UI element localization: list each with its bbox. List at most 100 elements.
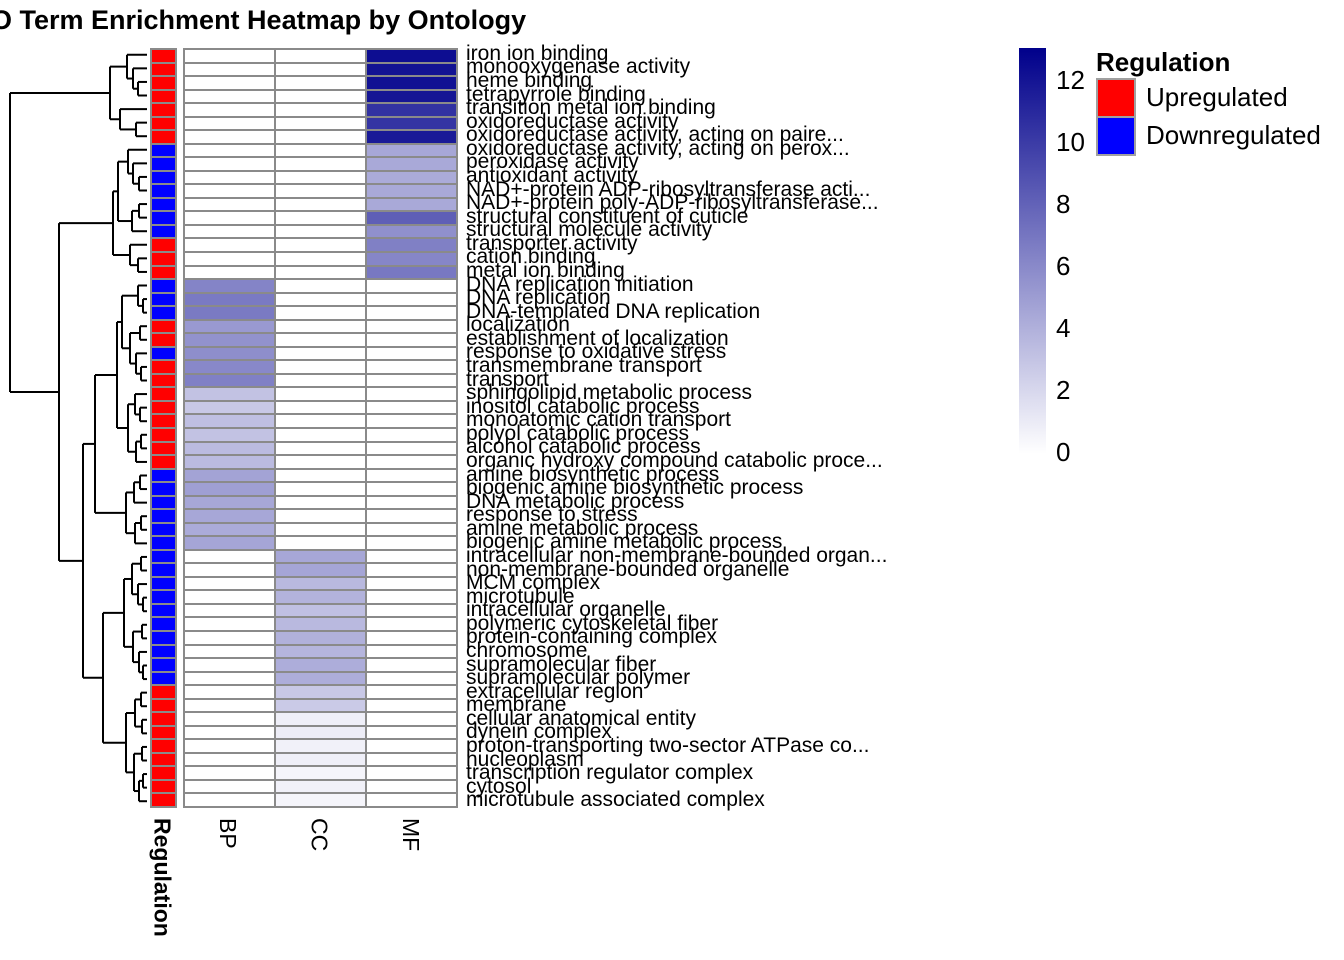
heatmap-cell (275, 157, 366, 171)
heatmap-cell (366, 739, 457, 753)
row-label: intracellular organelle (466, 598, 666, 622)
heatmap-cell (275, 306, 366, 320)
row-label: oxidoreductase activity (466, 109, 679, 133)
heatmap-cell (184, 468, 275, 483)
column-label-mf: MF (398, 818, 425, 852)
annotation-cell (151, 157, 176, 171)
heatmap-cell (184, 455, 275, 469)
heatmap-cell (366, 130, 457, 144)
heatmap-cell (184, 495, 275, 510)
row-label: oxidoreductase activity, acting on paire… (466, 123, 844, 147)
colorbar-tick-label: 10 (1056, 127, 1085, 157)
row-label: polymeric cytoskeletal fiber (466, 611, 719, 635)
row-label: metal ion binding (466, 258, 625, 282)
heatmap-cell (366, 468, 457, 483)
row-label: extracellular region (466, 679, 644, 703)
heatmap-cell (184, 752, 275, 767)
heatmap-cell (184, 116, 275, 131)
heatmap-cell (184, 373, 275, 388)
colorbar-tick-label: 6 (1056, 251, 1071, 281)
heatmap-cell (366, 414, 457, 428)
annotation-cell (151, 576, 176, 591)
heatmap-cell (366, 685, 457, 699)
row-label: polyol catabolic process (466, 421, 689, 445)
row-label: non-membrane-bounded organelle (466, 557, 790, 581)
row-label: MCM complex (466, 571, 601, 595)
annotation-cell (151, 252, 176, 266)
heatmap-cell (184, 62, 275, 77)
heatmap-cell (184, 698, 275, 713)
heatmap-cell (184, 292, 275, 307)
heatmap-cell (184, 549, 275, 564)
heatmap-cell (366, 590, 457, 604)
heatmap-cell (275, 563, 366, 577)
heatmap-cell (366, 76, 457, 90)
heatmap-cell (184, 725, 275, 740)
heatmap-cell (275, 644, 366, 659)
heatmap-cell (366, 549, 457, 564)
colorbar-tick-label: 8 (1056, 189, 1071, 219)
heatmap-cell (275, 549, 366, 564)
regulation-annotation-column (150, 48, 177, 808)
row-label: structural constituent of cuticle (466, 204, 749, 228)
heatmap-cell (275, 346, 366, 361)
heatmap-cell (366, 279, 457, 293)
row-label: membrane (466, 693, 567, 717)
heatmap-cell (366, 373, 457, 388)
annotation-cell (151, 766, 176, 780)
heatmap-cell (275, 224, 366, 239)
heatmap-cell (275, 116, 366, 131)
heatmap-cell (366, 441, 457, 456)
colorbar-gradient (1019, 48, 1046, 454)
heatmap-cell (366, 319, 457, 334)
heatmap-cell (275, 292, 366, 307)
annotation-cell (151, 184, 176, 198)
row-label: antioxidant activity (466, 163, 638, 187)
heatmap-cell (275, 522, 366, 537)
heatmap-cell (366, 631, 457, 645)
annotation-cell (151, 563, 176, 577)
annotation-cell (151, 346, 176, 361)
annotation-cell (151, 170, 176, 185)
heatmap-cell (184, 441, 275, 456)
annotation-cell (151, 89, 176, 104)
row-label: sphingolipid metabolic process (466, 381, 752, 405)
heatmap-cell (366, 170, 457, 185)
heatmap-cell (275, 170, 366, 185)
row-label: NAD+-protein poly-ADP-ribosyltransferase… (466, 191, 879, 215)
heatmap-cell (275, 793, 366, 807)
heatmap-cell (366, 306, 457, 320)
heatmap-cell (275, 360, 366, 374)
annotation-cell (151, 752, 176, 767)
annotation-cell (151, 549, 176, 564)
row-label: establishment of localization (466, 326, 729, 350)
row-label: alcohol catabolic process (466, 435, 701, 459)
heatmap-cell (275, 536, 366, 550)
heatmap-cell (184, 184, 275, 198)
heatmap-cell (275, 617, 366, 632)
annotation-cell (151, 522, 176, 537)
heatmap-cell (275, 603, 366, 618)
heatmap-cell (275, 779, 366, 794)
row-label: proton-transporting two-sector ATPase co… (466, 733, 870, 757)
heatmap-cell (275, 576, 366, 591)
heatmap-cell (366, 387, 457, 401)
row-label: microtubule associated complex (466, 788, 765, 812)
heatmap-cell (184, 130, 275, 144)
heatmap-cell (275, 197, 366, 212)
annotation-cell (151, 671, 176, 686)
row-label: supramolecular fiber (466, 652, 657, 676)
legend-swatch-downregulated (1096, 116, 1136, 156)
annotation-cell (151, 536, 176, 550)
legend-title: Regulation (1096, 47, 1231, 77)
heatmap-cell (366, 211, 457, 225)
heatmap-cell (366, 658, 457, 672)
heatmap-cell (184, 779, 275, 794)
heatmap-cell (184, 197, 275, 212)
heatmap-cell (275, 441, 366, 456)
colorbar-tick-label: 4 (1056, 313, 1071, 343)
row-label: nucleoplasm (466, 747, 584, 771)
heatmap-cell (184, 793, 275, 807)
heatmap-cell (184, 306, 275, 320)
heatmap-cell (184, 360, 275, 374)
